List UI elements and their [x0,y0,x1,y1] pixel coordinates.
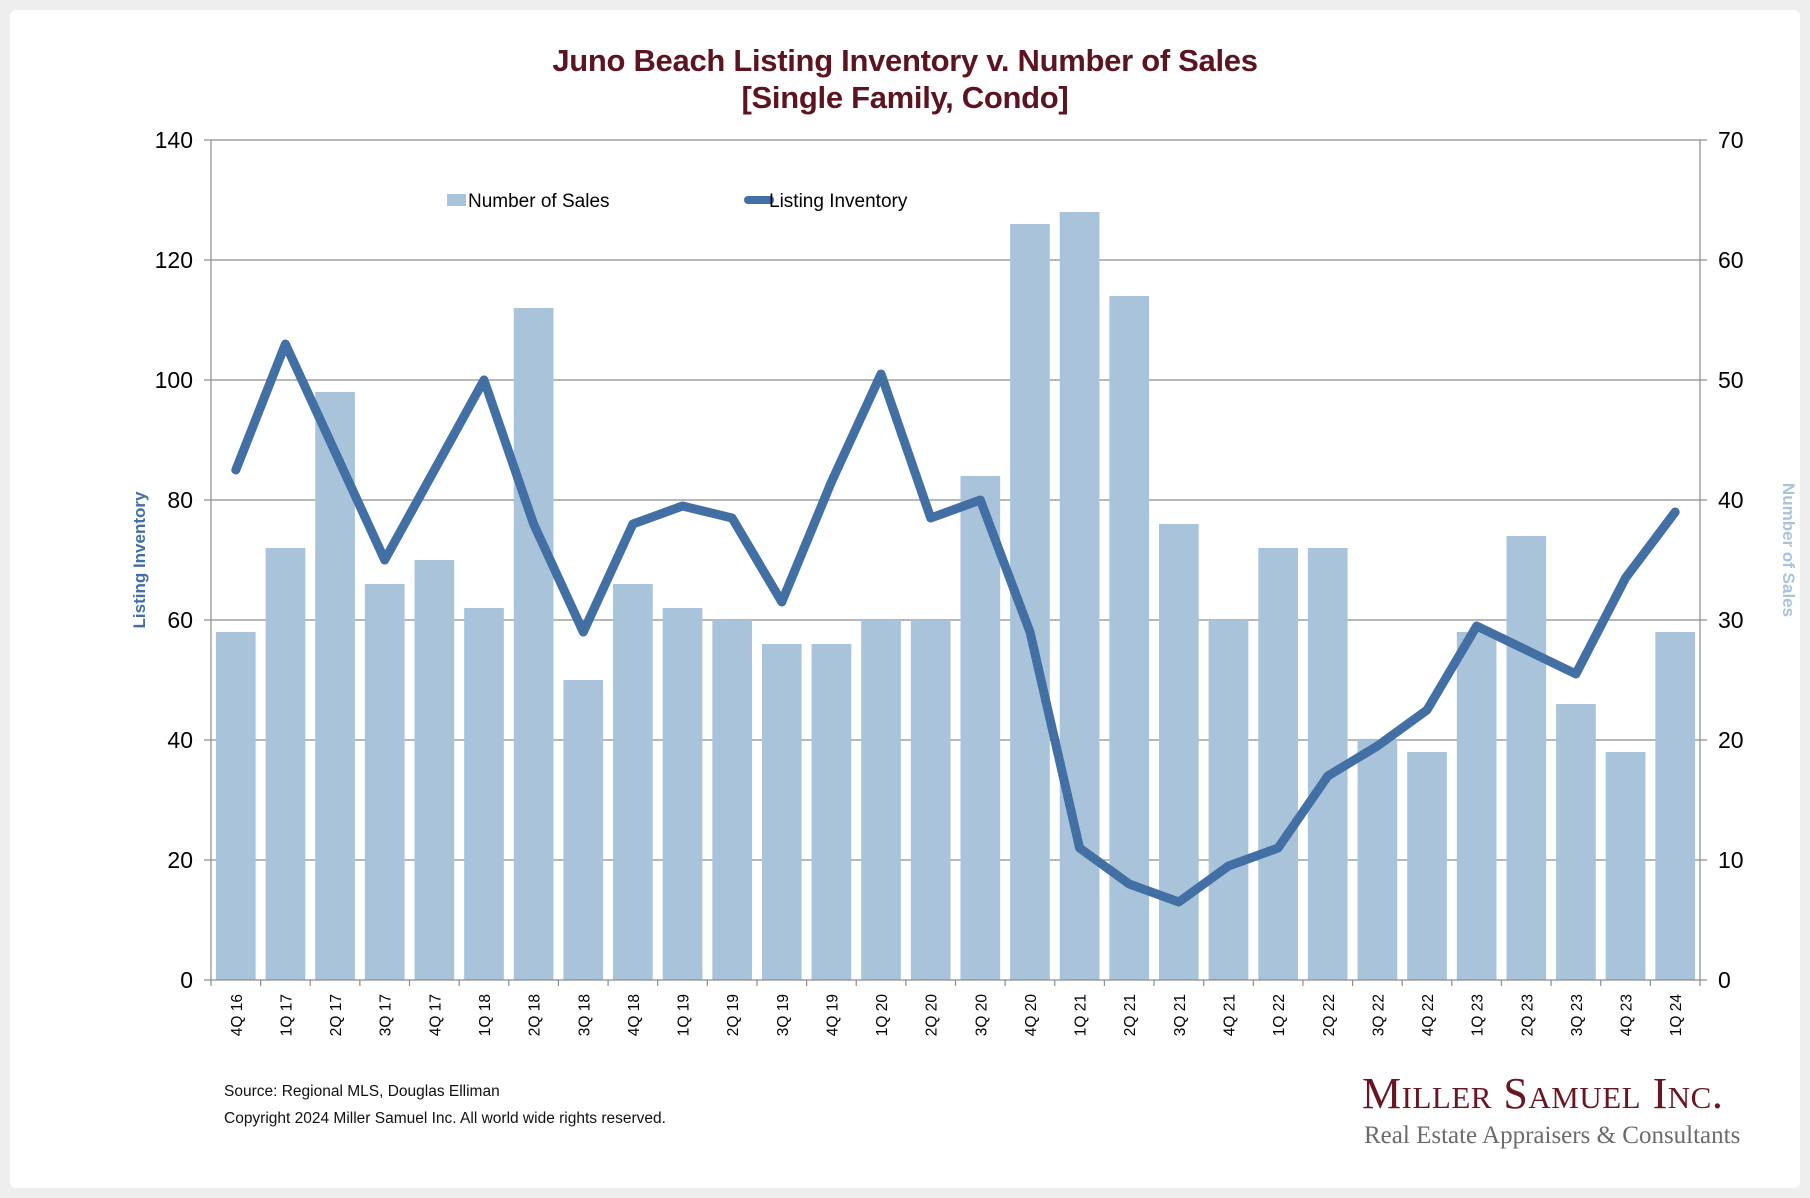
right-tick-label: 60 [1718,247,1744,273]
x-tick-label: 1Q 19 [676,994,693,1036]
sales-bar [712,620,753,980]
x-tick-label: 1Q 17 [278,994,295,1036]
left-tick-label: 140 [155,127,193,153]
x-tick-label: 2Q 19 [725,994,742,1036]
chart-title-line2: [Single Family, Condo] [741,80,1069,115]
sales-bar [1655,632,1696,980]
chart-title-line1: Juno Beach Listing Inventory v. Number o… [552,43,1258,78]
x-tick-label: 4Q 18 [626,994,643,1036]
left-tick-label: 20 [167,847,193,873]
left-tick-label: 80 [167,487,193,513]
sales-bar [265,548,306,980]
copyright-note: Copyright 2024 Miller Samuel Inc. All wo… [224,1110,666,1127]
sales-bar [1208,620,1249,980]
legend-swatch-sales [447,194,466,206]
x-tick-label: 4Q 16 [229,994,246,1036]
x-tick-label: 4Q 19 [824,994,841,1036]
right-tick-label: 10 [1718,847,1744,873]
x-tick-label: 2Q 20 [924,994,941,1037]
sales-bar [1506,536,1547,980]
right-tick-label: 50 [1718,367,1744,393]
x-tick-label: 3Q 17 [378,994,395,1036]
sales-bar [215,632,256,980]
x-tick-label: 2Q 23 [1519,994,1536,1036]
x-tick-label: 1Q 23 [1470,994,1487,1036]
x-tick-label: 2Q 22 [1321,994,1338,1036]
right-axis-ticks: 0 10 20 30 40 50 60 70 [1700,127,1744,993]
right-tick-label: 70 [1718,127,1744,153]
left-axis-ticks: 0 20 40 60 80 100 120 140 [155,127,211,993]
right-tick-label: 30 [1718,607,1744,633]
x-tick-label: 3Q 21 [1172,994,1189,1036]
sales-bar [1407,752,1447,980]
x-tick-label: 3Q 18 [576,994,593,1036]
chart-svg: 0 20 40 60 80 100 120 140 0 10 20 30 40 50 60 70 4Q 16… [130,127,1798,1037]
sales-bar [861,620,901,980]
gridlines [211,139,1700,861]
sales-bar [662,608,703,980]
sales-bar [1556,704,1596,980]
x-tick-label: 3Q 20 [973,994,990,1037]
inventory-line-path [231,339,1680,907]
sales-bar [910,620,951,980]
sales-bar [1059,212,1100,980]
left-axis-title: Listing Inventory [130,491,149,629]
x-tick-label: 1Q 22 [1271,994,1288,1036]
right-tick-label: 40 [1718,487,1744,513]
x-tick-label: 4Q 17 [427,994,444,1036]
sales-bar [613,584,653,980]
sales-bar [364,584,405,980]
sales-bar [513,308,554,980]
company-logo-name: Miller Samuel Inc. [1362,1069,1724,1118]
sales-bar [563,680,604,980]
x-tick-label: 4Q 23 [1619,994,1636,1036]
sales-bar [1109,296,1150,980]
x-tick-label: 4Q 22 [1420,994,1437,1036]
inventory-line [231,339,1680,907]
left-tick-label: 120 [155,247,193,273]
sales-bars [215,212,1696,980]
x-tick-label: 2Q 21 [1122,994,1139,1036]
sales-bar [1158,524,1199,980]
x-tick-label: 2Q 17 [328,994,345,1036]
sales-bar [811,644,852,980]
source-note: Source: Regional MLS, Douglas Elliman [224,1083,500,1100]
x-tick-label: 3Q 23 [1569,994,1586,1036]
x-tick-label: 3Q 22 [1370,994,1387,1036]
x-tick-label: 1Q 18 [477,994,494,1036]
sales-bar [1605,752,1646,980]
legend-label-sales: Number of Sales [468,191,610,212]
legend: Number of Sales Listing Inventory [447,191,908,212]
sales-bar [960,476,1001,980]
sales-bar [414,560,455,980]
left-tick-label: 100 [155,367,193,393]
sales-bar [1258,548,1298,980]
left-tick-label: 60 [167,607,193,633]
chart-card [10,10,1800,1188]
legend-label-inventory: Listing Inventory [769,191,908,212]
right-tick-label: 0 [1718,967,1731,993]
x-tick-label: 3Q 19 [775,994,792,1036]
left-tick-label: 0 [180,967,193,993]
sales-bar [464,608,504,980]
x-tick-label: 1Q 20 [874,994,891,1037]
x-tick-label: 2Q 18 [527,994,544,1036]
x-tick-label: 1Q 24 [1668,994,1685,1037]
right-axis-title: Number of Sales [1779,483,1798,617]
x-axis-ticks: 4Q 16 1Q 17 2Q 17 3Q 17 4Q 17 1Q 18 2Q 18 3Q 18… [210,980,1701,1037]
sales-bar [1357,740,1398,980]
x-tick-label: 4Q 20 [1023,994,1040,1037]
sales-bar [1456,632,1497,980]
right-tick-label: 20 [1718,727,1744,753]
sales-bar [761,644,802,980]
company-logo-tagline: Real Estate Appraisers & Consultants [1364,1122,1741,1149]
x-tick-label: 4Q 21 [1221,994,1238,1036]
left-tick-label: 40 [167,727,193,753]
x-tick-label: 1Q 21 [1073,994,1090,1036]
